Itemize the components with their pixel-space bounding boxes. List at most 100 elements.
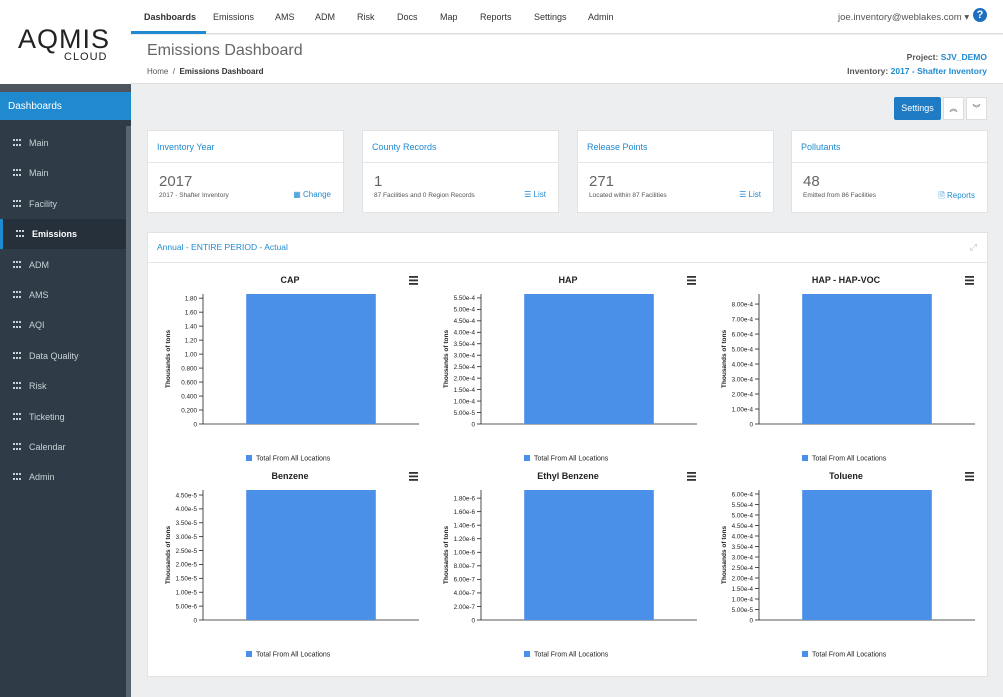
- card-link[interactable]: 🗎 Reports: [938, 190, 975, 204]
- expand-button[interactable]: ︾: [966, 97, 987, 120]
- sidebar-item[interactable]: Data Quality: [0, 341, 126, 371]
- y-tick-label: 6.00e-4: [732, 491, 754, 498]
- sidebar-item[interactable]: AMS: [0, 280, 126, 310]
- logo[interactable]: AQMIS CLOUD: [0, 0, 131, 84]
- item-label: Calendar: [29, 442, 66, 452]
- y-tick-label: 6.00e-4: [732, 331, 754, 338]
- y-tick-label: 5.00e-4: [454, 307, 476, 314]
- legend-swatch[interactable]: [246, 651, 252, 657]
- y-tick-label: 3.50e-4: [732, 544, 754, 551]
- legend-label[interactable]: Total From All Locations: [534, 652, 609, 659]
- collapse-button[interactable]: ︽: [943, 97, 964, 120]
- user-menu[interactable]: joe.inventory@weblakes.com ▾: [838, 12, 970, 23]
- item-label: Risk: [29, 381, 47, 392]
- chart-title: Ethyl Benzene: [537, 471, 599, 481]
- bar: [802, 294, 932, 424]
- nav-item[interactable]: Admin: [588, 12, 614, 22]
- legend-swatch[interactable]: [802, 455, 808, 461]
- card-link[interactable]: ☰ List: [524, 190, 546, 199]
- nav-item[interactable]: Map: [440, 12, 458, 22]
- y-tick-label: 3.50e-5: [176, 520, 198, 527]
- crumb-link[interactable]: Home: [147, 67, 169, 76]
- legend-label[interactable]: Total From All Locations: [256, 456, 331, 463]
- nav-item[interactable]: Docs: [397, 12, 418, 22]
- menu-icon[interactable]: [687, 475, 696, 478]
- sidebar-item[interactable]: Emissions: [0, 219, 126, 250]
- item-label: AQI: [29, 320, 45, 331]
- bar: [524, 490, 654, 620]
- legend-label[interactable]: Total From All Locations: [812, 652, 887, 659]
- menu-icon[interactable]: [965, 276, 974, 278]
- item-icon: [13, 199, 21, 207]
- nav-item[interactable]: ADM: [315, 12, 335, 22]
- y-tick-label: 0.200: [181, 407, 197, 414]
- menu-icon[interactable]: [965, 279, 974, 282]
- sidebar-item[interactable]: Ticketing: [0, 402, 126, 432]
- menu-icon[interactable]: [409, 279, 418, 282]
- card-title: Pollutants: [801, 142, 841, 152]
- nav-item[interactable]: Emissions: [213, 12, 255, 22]
- menu-icon[interactable]: [687, 279, 696, 282]
- menu-icon[interactable]: [687, 472, 696, 474]
- sidebar-item[interactable]: ADM: [0, 250, 126, 280]
- sidebar-item[interactable]: Main: [0, 158, 126, 188]
- menu-icon[interactable]: [965, 475, 974, 478]
- legend-swatch[interactable]: [524, 651, 530, 657]
- settings-button[interactable]: Settings: [894, 97, 941, 120]
- sidebar-item[interactable]: Facility: [0, 189, 126, 219]
- project-label: Project:: [906, 52, 939, 62]
- y-tick-label: 6.00e-7: [454, 577, 476, 584]
- legend-swatch[interactable]: [802, 651, 808, 657]
- card-divider: [148, 162, 343, 163]
- project-value[interactable]: SJV_DEMO: [940, 52, 987, 62]
- help-icon[interactable]: ?: [973, 8, 987, 22]
- y-tick-label: 2.50e-4: [454, 364, 476, 371]
- y-tick-label: 3.00e-4: [732, 376, 754, 383]
- menu-icon[interactable]: [965, 479, 974, 481]
- menu-icon[interactable]: [409, 475, 418, 478]
- sidebar-item[interactable]: Main: [0, 128, 126, 158]
- sidebar-item[interactable]: Risk: [0, 371, 126, 401]
- legend-swatch[interactable]: [246, 455, 252, 461]
- nav-item[interactable]: AMS: [275, 12, 295, 22]
- sidebar-item[interactable]: AQI: [0, 310, 126, 340]
- menu-icon[interactable]: [409, 276, 418, 278]
- nav-item[interactable]: Settings: [534, 12, 567, 22]
- sidebar-item[interactable]: Calendar: [0, 432, 126, 462]
- nav-item[interactable]: Dashboards: [144, 12, 197, 22]
- sidebar-item[interactable]: Admin: [0, 462, 126, 492]
- menu-icon[interactable]: [687, 283, 696, 285]
- link-icon: ☰: [739, 190, 749, 199]
- y-tick-label: 3.00e-4: [454, 353, 476, 360]
- sidebar-section[interactable]: Dashboards: [0, 92, 131, 120]
- menu-icon[interactable]: [687, 479, 696, 481]
- menu-icon[interactable]: [409, 479, 418, 481]
- nav-item[interactable]: Reports: [480, 12, 512, 22]
- menu-icon[interactable]: [409, 472, 418, 474]
- y-tick-label: 0: [193, 421, 197, 428]
- y-axis-label: Thousands of tons: [165, 526, 172, 585]
- menu-icon[interactable]: [965, 283, 974, 285]
- legend-label[interactable]: Total From All Locations: [256, 652, 331, 659]
- nav-item[interactable]: Risk: [357, 12, 375, 22]
- inventory-value[interactable]: 2017 - Shafter Inventory: [890, 66, 987, 76]
- card-value: 271: [589, 173, 615, 190]
- item-label: AMS: [29, 290, 49, 300]
- menu-icon[interactable]: [687, 276, 696, 278]
- info-card: Pollutants 48 Emitted from 86 Facilities 🗎 …: [791, 130, 988, 213]
- menu-icon[interactable]: [409, 283, 418, 285]
- menu-icon[interactable]: [965, 472, 974, 474]
- legend-swatch[interactable]: [524, 455, 530, 461]
- card-link[interactable]: ☰ List: [739, 190, 761, 199]
- y-tick-label: 4.50e-4: [732, 523, 754, 530]
- chart-title: Toluene: [829, 471, 863, 481]
- legend-label[interactable]: Total From All Locations: [812, 456, 887, 463]
- y-tick-label: 4.00e-5: [176, 506, 198, 513]
- card-link[interactable]: ▦ Change: [293, 190, 331, 199]
- legend-label[interactable]: Total From All Locations: [534, 456, 609, 463]
- y-tick-label: 1.00e-4: [732, 596, 754, 603]
- bar: [246, 490, 376, 620]
- scrollbar[interactable]: [126, 126, 131, 697]
- fullscreen-icon[interactable]: ⤢: [969, 242, 977, 252]
